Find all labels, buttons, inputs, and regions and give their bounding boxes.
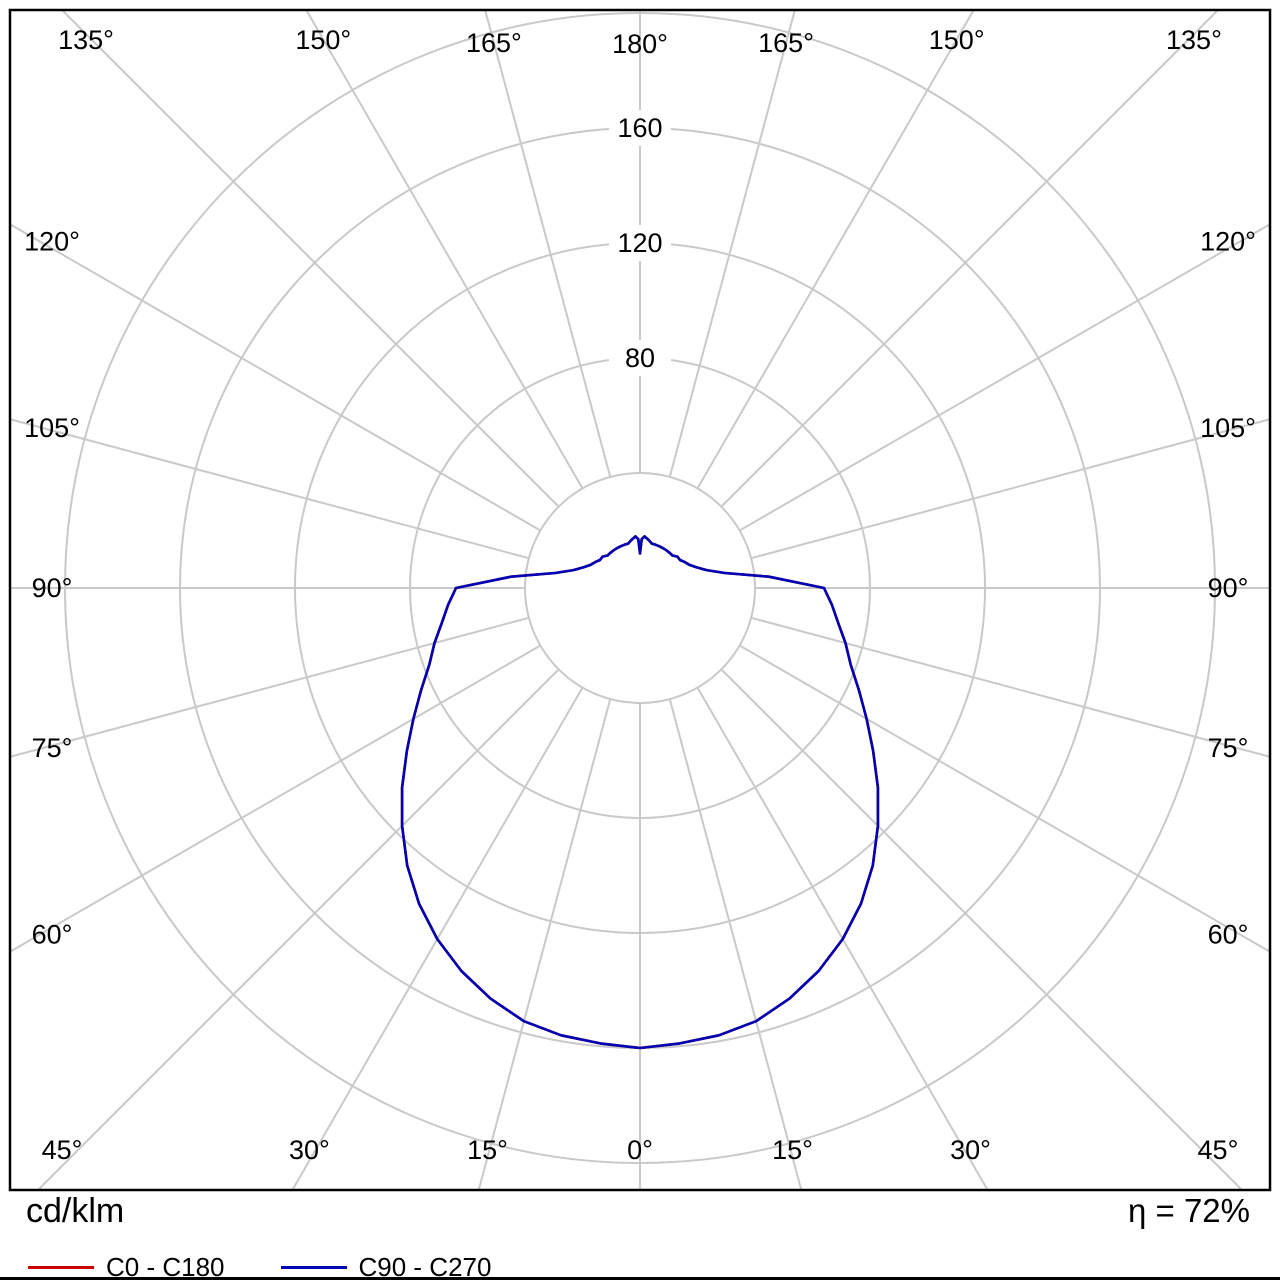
svg-text:60°: 60° [32, 920, 73, 950]
svg-text:80: 80 [625, 343, 655, 373]
svg-text:120°: 120° [24, 226, 80, 256]
legend-item-c0-c180: C0 - C180 [28, 1252, 225, 1280]
svg-text:90°: 90° [1208, 573, 1249, 603]
units-label: cd/klm [26, 1192, 125, 1230]
svg-text:75°: 75° [1208, 733, 1249, 763]
legend-line-sample-c90-c270 [280, 1266, 347, 1269]
efficiency-label: η = 72% [1127, 1192, 1250, 1229]
svg-text:160: 160 [617, 113, 662, 143]
svg-text:60°: 60° [1208, 920, 1249, 950]
svg-text:180°: 180° [612, 29, 668, 59]
svg-text:120°: 120° [1200, 226, 1256, 256]
svg-text:135°: 135° [58, 25, 114, 55]
svg-text:165°: 165° [466, 28, 522, 58]
svg-text:15°: 15° [467, 1135, 508, 1165]
svg-text:135°: 135° [1166, 25, 1222, 55]
bottom-border-rule [0, 1277, 1280, 1280]
svg-text:45°: 45° [1198, 1135, 1239, 1165]
svg-text:45°: 45° [42, 1135, 83, 1165]
svg-text:120: 120 [617, 228, 662, 258]
legend-label-c0-c180: C0 - C180 [106, 1252, 225, 1280]
svg-text:30°: 30° [950, 1135, 991, 1165]
legend-label-c90-c270: C90 - C270 [358, 1252, 492, 1280]
svg-text:165°: 165° [758, 28, 814, 58]
legend-line-sample-c0-c180 [28, 1266, 94, 1269]
svg-text:15°: 15° [772, 1135, 813, 1165]
svg-text:105°: 105° [24, 413, 80, 443]
svg-text:30°: 30° [289, 1135, 330, 1165]
svg-text:0°: 0° [627, 1135, 653, 1165]
svg-text:150°: 150° [929, 25, 985, 55]
legend-item-c90-c270: C90 - C270 [280, 1252, 492, 1280]
svg-text:150°: 150° [295, 25, 351, 55]
svg-text:105°: 105° [1200, 413, 1256, 443]
svg-text:90°: 90° [32, 573, 73, 603]
svg-text:75°: 75° [32, 733, 73, 763]
legend: C0 - C180 C90 - C270 [28, 1252, 547, 1280]
